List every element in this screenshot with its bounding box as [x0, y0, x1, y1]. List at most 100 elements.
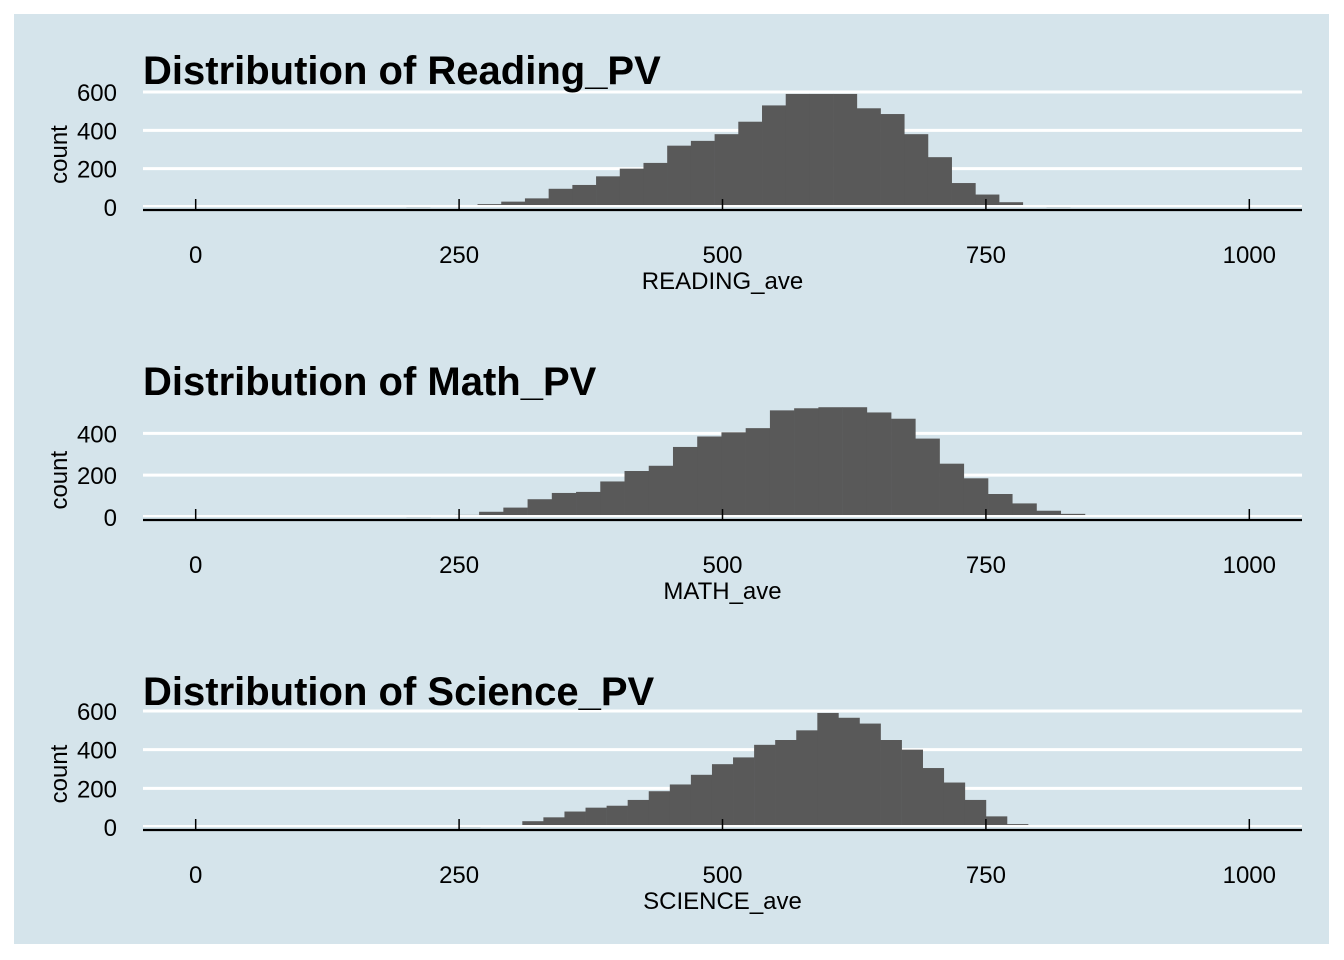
- chart3-bar: [585, 807, 607, 827]
- chart1-bar: [524, 198, 549, 207]
- chart2-y-tick-label: 400: [77, 421, 117, 448]
- chart3-y-tick-label: 600: [77, 699, 117, 726]
- chart2-bar: [963, 478, 989, 517]
- chart1-bar: [596, 176, 621, 207]
- chart3-bar: [564, 811, 586, 827]
- chart1-title: Distribution of Reading_PV: [143, 49, 661, 93]
- chart3-bar: [690, 774, 713, 827]
- chart1-bar: [619, 168, 644, 207]
- chart1-bar: [738, 121, 763, 207]
- chart2-bar: [866, 412, 892, 517]
- chart1-bar: [951, 183, 976, 207]
- chart1-bar: [833, 93, 858, 207]
- chart3-bar: [922, 768, 945, 827]
- chart2-bar: [721, 432, 746, 517]
- chart3-bar: [606, 805, 628, 827]
- chart3-y-tick-label: 200: [77, 776, 117, 803]
- chart2-x-axis-label: MATH_ave: [663, 578, 781, 605]
- chart1-x-axis-label: READING_ave: [642, 268, 803, 295]
- chart3-bar: [817, 712, 839, 827]
- chart1-bar: [501, 201, 526, 207]
- chart1-y-axis-label: count: [46, 125, 73, 184]
- chart3-x-tick-label: 500: [702, 862, 742, 889]
- chart1-x-tick-label: 1000: [1223, 242, 1276, 269]
- chart3-bar: [796, 730, 818, 827]
- chart3-bar: [880, 740, 902, 827]
- chart3-x-tick-label: 750: [966, 862, 1006, 889]
- chart1-bar: [548, 188, 573, 207]
- chart1-x-tick-label: 750: [966, 242, 1006, 269]
- chart1-bar: [667, 145, 692, 207]
- chart1-bar: [690, 140, 715, 207]
- chart3-y-tick-label: 0: [104, 815, 117, 842]
- chart2-bar: [600, 481, 625, 517]
- chart1-bar: [927, 157, 952, 207]
- chart2-bar: [648, 465, 674, 517]
- chart1-bar: [762, 105, 787, 207]
- chart2-bar: [1036, 510, 1062, 517]
- chart3-bar: [648, 791, 671, 827]
- chart3-bar: [543, 817, 565, 827]
- chart2-bar: [745, 428, 771, 517]
- chart2-bar: [794, 408, 819, 517]
- chart3-bar: [901, 749, 923, 827]
- chart2-x-tick-label: 250: [439, 552, 479, 579]
- chart3-bar: [859, 723, 881, 827]
- chart2-x-tick-label: 0: [189, 552, 202, 579]
- chart1-x-tick-label: 0: [189, 242, 202, 269]
- chart3-bar: [733, 757, 755, 827]
- chart1-bar: [856, 108, 881, 207]
- chart1-x-tick-label: 250: [439, 242, 479, 269]
- chart2-bar: [818, 407, 843, 517]
- chart1-y-tick-label: 600: [77, 80, 117, 107]
- chart3-bar: [943, 782, 966, 827]
- chart3-bar: [754, 744, 776, 827]
- chart2-bar: [842, 407, 868, 517]
- chart1-bar: [785, 93, 810, 207]
- chart1-bar: [572, 184, 597, 207]
- chart2-bar: [551, 492, 577, 517]
- chart3-bar: [627, 799, 650, 827]
- chart1-bar: [643, 162, 668, 207]
- chart2-bar: [503, 507, 528, 517]
- chart3-y-tick-label: 400: [77, 738, 117, 765]
- chart2-x-tick-label: 500: [702, 552, 742, 579]
- chart1-y-tick-label: 0: [104, 195, 117, 222]
- histogram-figure: 0 250 500 750 10000200400600READING_avecount…: [46, 49, 1302, 915]
- chart3-x-tick-label: 0: [189, 862, 202, 889]
- chart2-title: Distribution of Math_PV: [143, 360, 597, 404]
- chart3-x-tick-label: 250: [439, 862, 479, 889]
- chart1-x-tick-label: 500: [702, 242, 742, 269]
- chart3-bar: [838, 717, 860, 827]
- chart2-bar: [697, 436, 722, 517]
- chart1-y-tick-label: 200: [77, 157, 117, 184]
- chart2-y-tick-label: 0: [104, 505, 117, 532]
- chart2-bar: [1012, 503, 1037, 517]
- chart3-x-tick-label: 1000: [1223, 862, 1276, 889]
- chart1-bar: [904, 134, 929, 207]
- chart2-y-axis-label: count: [46, 450, 73, 509]
- chart3-y-axis-label: count: [46, 744, 73, 803]
- chart1-bar: [999, 202, 1024, 207]
- chart1-bar: [975, 194, 1000, 207]
- chart1-bar: [809, 93, 834, 207]
- chart2-bar: [939, 463, 965, 517]
- chart2-x-tick-label: 1000: [1223, 552, 1276, 579]
- chart2-bar: [576, 491, 601, 517]
- chart3-bar: [985, 816, 1008, 827]
- chart2-bar: [672, 446, 698, 517]
- chart1-bar: [880, 114, 905, 207]
- chart2-bar: [769, 410, 795, 517]
- chart2-bar: [479, 511, 504, 517]
- chart3-bar: [711, 764, 734, 827]
- chart3-bar: [669, 784, 692, 827]
- chart3-bar: [964, 799, 987, 827]
- chart2-bar: [988, 494, 1013, 517]
- chart2-bar: [624, 471, 650, 517]
- chart2-bar: [891, 418, 916, 517]
- chart1-y-tick-label: 400: [77, 118, 117, 145]
- chart3-title: Distribution of Science_PV: [143, 670, 655, 714]
- chart2-bar: [527, 499, 553, 517]
- chart3-x-axis-label: SCIENCE_ave: [643, 888, 802, 915]
- chart3-bar: [775, 740, 797, 827]
